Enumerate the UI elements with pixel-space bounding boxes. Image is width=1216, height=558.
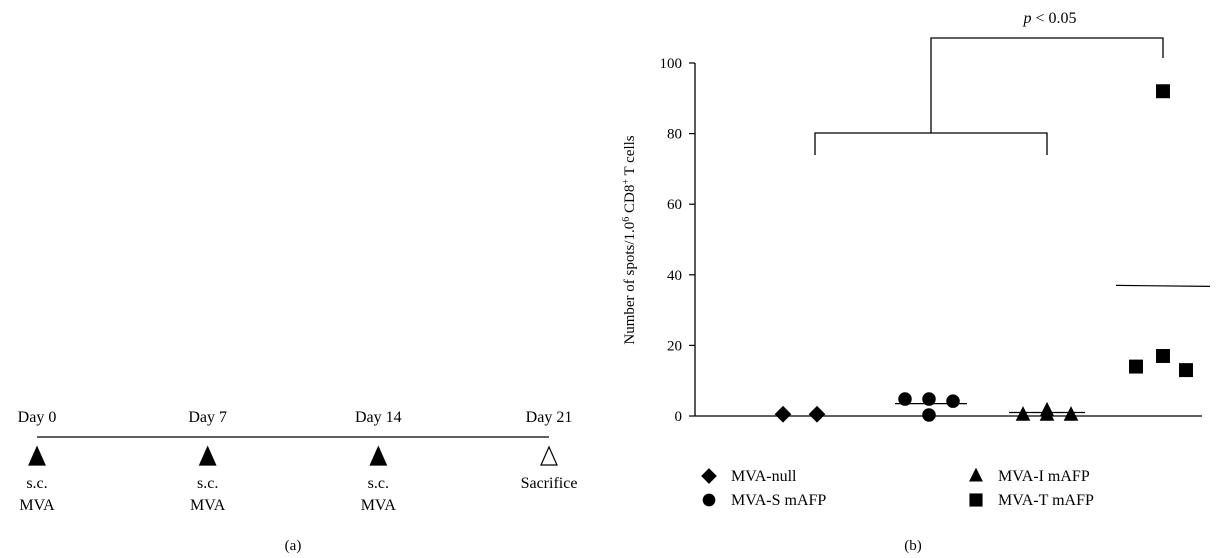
filled-triangle-icon <box>28 445 46 466</box>
timeline-caption: MVA <box>19 497 55 514</box>
y-tick-label: 20 <box>667 338 682 354</box>
legend-label: MVA-null <box>731 468 797 485</box>
legend-label: MVA-S mAFP <box>731 492 826 509</box>
y-tick-label: 40 <box>667 268 682 284</box>
timeline-day-label: Day 14 <box>355 409 402 426</box>
panel-b-scatter-chart: 0 20 40 60 80 100 Number of spots/1.06 CD8+ T… <box>621 10 1211 554</box>
timeline-caption: MVA <box>190 497 226 514</box>
filled-triangle-icon <box>369 445 388 466</box>
open-triangle-icon <box>540 445 558 466</box>
timeline-caption: s.c. <box>26 475 47 492</box>
data-point <box>898 392 912 406</box>
significance-brackets <box>814 37 1164 155</box>
legend-marker <box>969 493 983 507</box>
data-point <box>808 405 826 423</box>
filled-triangle-icon <box>198 445 217 466</box>
legend: MVA-null MVA-S mAFP MVA-I mAFP MVA-T mAFP <box>701 467 1094 509</box>
data-point <box>922 392 936 406</box>
y-tick-label: 100 <box>660 56 683 72</box>
timeline-caption: s.c. <box>368 475 389 492</box>
data-point <box>1156 349 1170 363</box>
panel-b-label: (b) <box>904 538 922 554</box>
p-value-label: p < 0.05 <box>1022 10 1076 27</box>
legend-marker <box>969 467 983 482</box>
y-tick-label: 0 <box>675 409 683 425</box>
data-point <box>1015 406 1031 421</box>
mean-line <box>1115 284 1211 287</box>
data-point <box>1156 84 1170 99</box>
legend-marker <box>702 493 716 507</box>
data-point <box>1039 406 1055 421</box>
timeline-caption: Sacrifice <box>521 475 578 492</box>
y-tick-label: 60 <box>667 197 682 213</box>
comparison-bracket <box>930 37 1164 133</box>
data-point <box>774 405 792 423</box>
data-point <box>922 408 936 422</box>
legend-marker <box>701 468 717 484</box>
legend-label: MVA-T mAFP <box>998 492 1094 509</box>
data-point <box>946 394 960 408</box>
timeline-caption: s.c. <box>197 475 218 492</box>
timeline-day-label: Day 7 <box>188 409 227 426</box>
timeline-caption: MVA <box>361 497 397 514</box>
y-tick-label: 80 <box>667 127 682 143</box>
panel-a-timeline: Day 0 s.c. MVA Day 7 s.c. MVA Day 14 s.c. MVA Day… <box>18 409 578 554</box>
data-point <box>1063 406 1079 421</box>
timeline-day-label: Day 0 <box>18 409 57 426</box>
data-point <box>1179 363 1193 378</box>
panel-a-label: (a) <box>285 538 302 554</box>
y-axis-label: Number of spots/1.06 CD8+ T cells <box>621 135 639 344</box>
data-point <box>1129 359 1143 374</box>
legend-label: MVA-I mAFP <box>998 468 1090 485</box>
group-bracket <box>814 132 1048 155</box>
timeline-day-label: Day 21 <box>526 409 573 426</box>
